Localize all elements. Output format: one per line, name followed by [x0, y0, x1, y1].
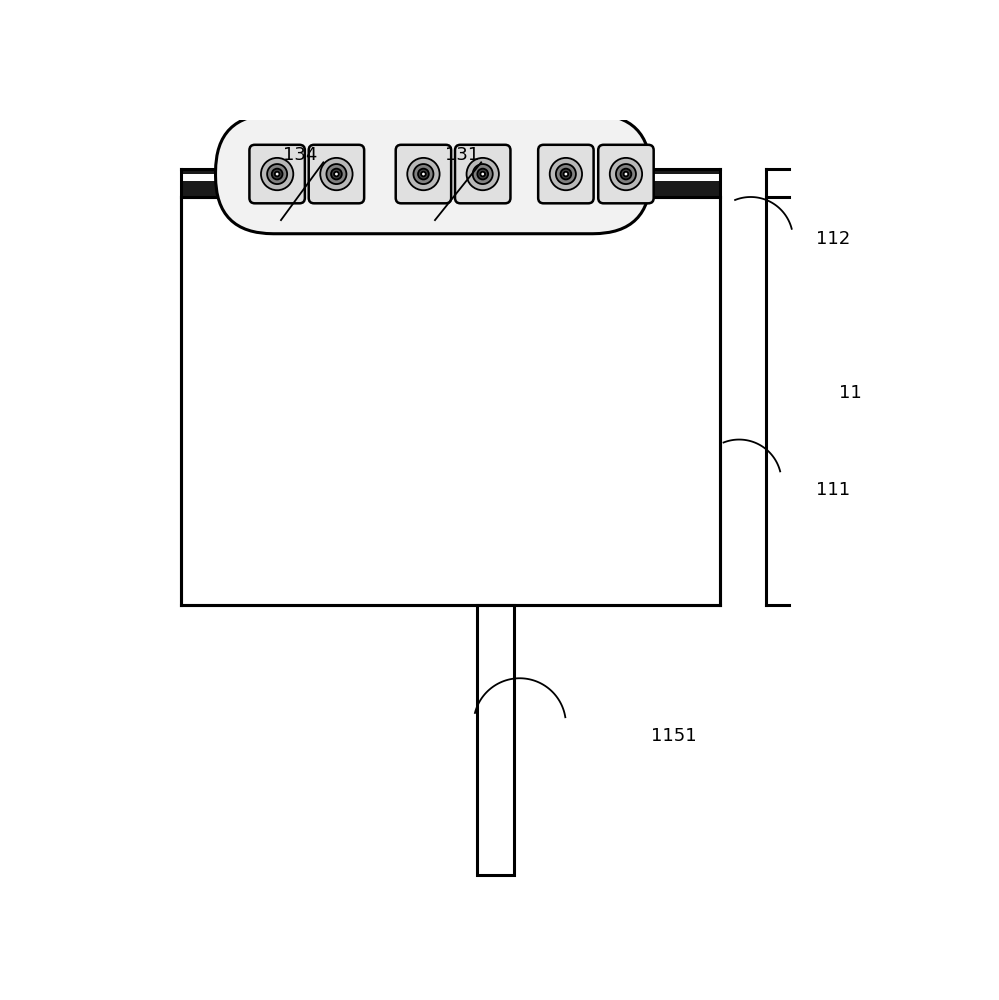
- Circle shape: [408, 158, 440, 190]
- FancyBboxPatch shape: [309, 145, 365, 203]
- Circle shape: [555, 164, 575, 184]
- FancyBboxPatch shape: [538, 145, 593, 203]
- Circle shape: [331, 169, 342, 179]
- Circle shape: [261, 158, 294, 190]
- Circle shape: [609, 158, 642, 190]
- Circle shape: [267, 164, 287, 184]
- Bar: [181, 174, 720, 181]
- Text: 11: 11: [839, 384, 862, 402]
- Circle shape: [620, 169, 631, 179]
- FancyBboxPatch shape: [250, 145, 305, 203]
- Circle shape: [481, 172, 486, 176]
- FancyBboxPatch shape: [455, 145, 510, 203]
- Text: 1151: 1151: [650, 727, 696, 745]
- Bar: [181, 181, 720, 197]
- Bar: [181, 197, 720, 605]
- FancyBboxPatch shape: [216, 114, 650, 234]
- Circle shape: [321, 158, 353, 190]
- Text: 112: 112: [816, 230, 850, 248]
- Circle shape: [275, 172, 280, 176]
- Circle shape: [478, 169, 489, 179]
- Bar: [181, 169, 720, 174]
- Circle shape: [272, 169, 283, 179]
- Text: 111: 111: [816, 481, 850, 499]
- Circle shape: [467, 158, 499, 190]
- Text: 134: 134: [283, 146, 318, 164]
- Circle shape: [560, 169, 571, 179]
- Circle shape: [616, 164, 636, 184]
- Circle shape: [623, 172, 628, 176]
- Text: 131: 131: [445, 146, 480, 164]
- Circle shape: [563, 172, 568, 176]
- FancyBboxPatch shape: [396, 145, 452, 203]
- Circle shape: [473, 164, 493, 184]
- Circle shape: [414, 164, 434, 184]
- Circle shape: [549, 158, 582, 190]
- Bar: [478, 605, 514, 875]
- Circle shape: [334, 172, 339, 176]
- Circle shape: [422, 172, 426, 176]
- FancyBboxPatch shape: [598, 145, 653, 203]
- Circle shape: [418, 169, 429, 179]
- Circle shape: [327, 164, 347, 184]
